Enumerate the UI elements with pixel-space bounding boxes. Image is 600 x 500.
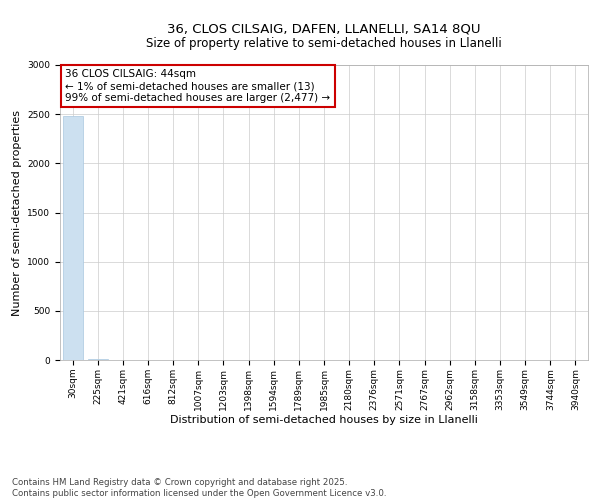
Y-axis label: Number of semi-detached properties: Number of semi-detached properties: [12, 110, 22, 316]
Text: Size of property relative to semi-detached houses in Llanelli: Size of property relative to semi-detach…: [146, 38, 502, 51]
Text: 36 CLOS CILSAIG: 44sqm
← 1% of semi-detached houses are smaller (13)
99% of semi: 36 CLOS CILSAIG: 44sqm ← 1% of semi-deta…: [65, 70, 331, 102]
Text: Contains HM Land Registry data © Crown copyright and database right 2025.
Contai: Contains HM Land Registry data © Crown c…: [12, 478, 386, 498]
Bar: [88, 358, 108, 360]
X-axis label: Distribution of semi-detached houses by size in Llanelli: Distribution of semi-detached houses by …: [170, 416, 478, 426]
Text: 36, CLOS CILSAIG, DAFEN, LLANELLI, SA14 8QU: 36, CLOS CILSAIG, DAFEN, LLANELLI, SA14 …: [167, 22, 481, 36]
Bar: [62, 116, 83, 360]
